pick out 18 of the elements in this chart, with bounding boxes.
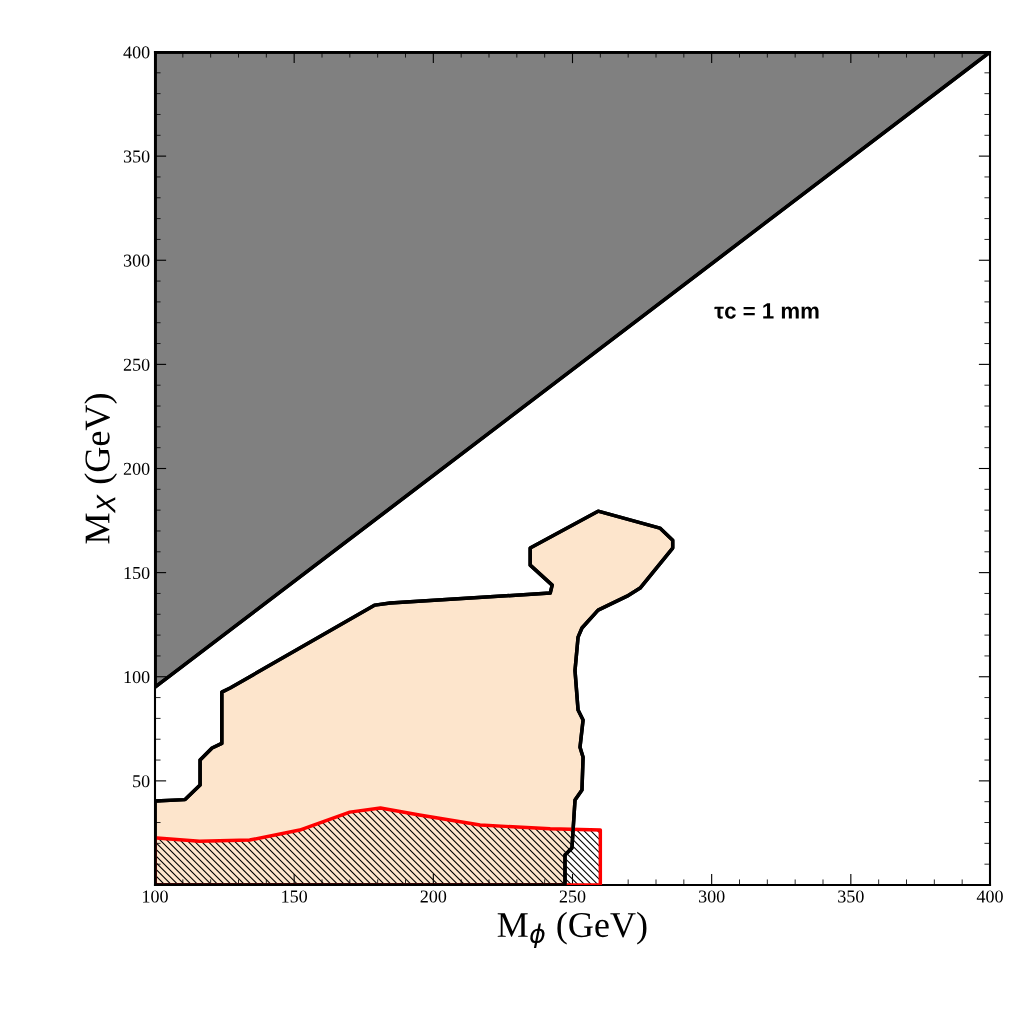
y-axis-title: M$_{X}$ (GeV)	[84, 394, 118, 544]
x-tick-label: 250	[559, 890, 586, 903]
y-tick-label: 250	[123, 358, 150, 371]
x-axis-title: M$_{ϕ}$ (GeV)	[497, 911, 647, 949]
y-tick-label: 100	[124, 671, 150, 684]
y-tick-label: 400	[123, 46, 150, 59]
y-tick-label: 200	[123, 462, 150, 475]
x-tick-label: 350	[838, 890, 864, 903]
y-tick-label: 300	[123, 254, 150, 267]
x-tick-label: 300	[698, 890, 725, 903]
x-tick-label: 100	[143, 890, 168, 903]
y-tick-label: 350	[123, 150, 150, 163]
x-tick-label: 200	[420, 890, 447, 903]
y-tick-label: 50	[133, 775, 150, 788]
annotation: τc = 1 mm	[714, 303, 819, 319]
x-tick-label: 400	[976, 890, 1003, 903]
y-tick-label: 150	[124, 566, 150, 580]
x-tick-label: 150	[282, 890, 308, 903]
